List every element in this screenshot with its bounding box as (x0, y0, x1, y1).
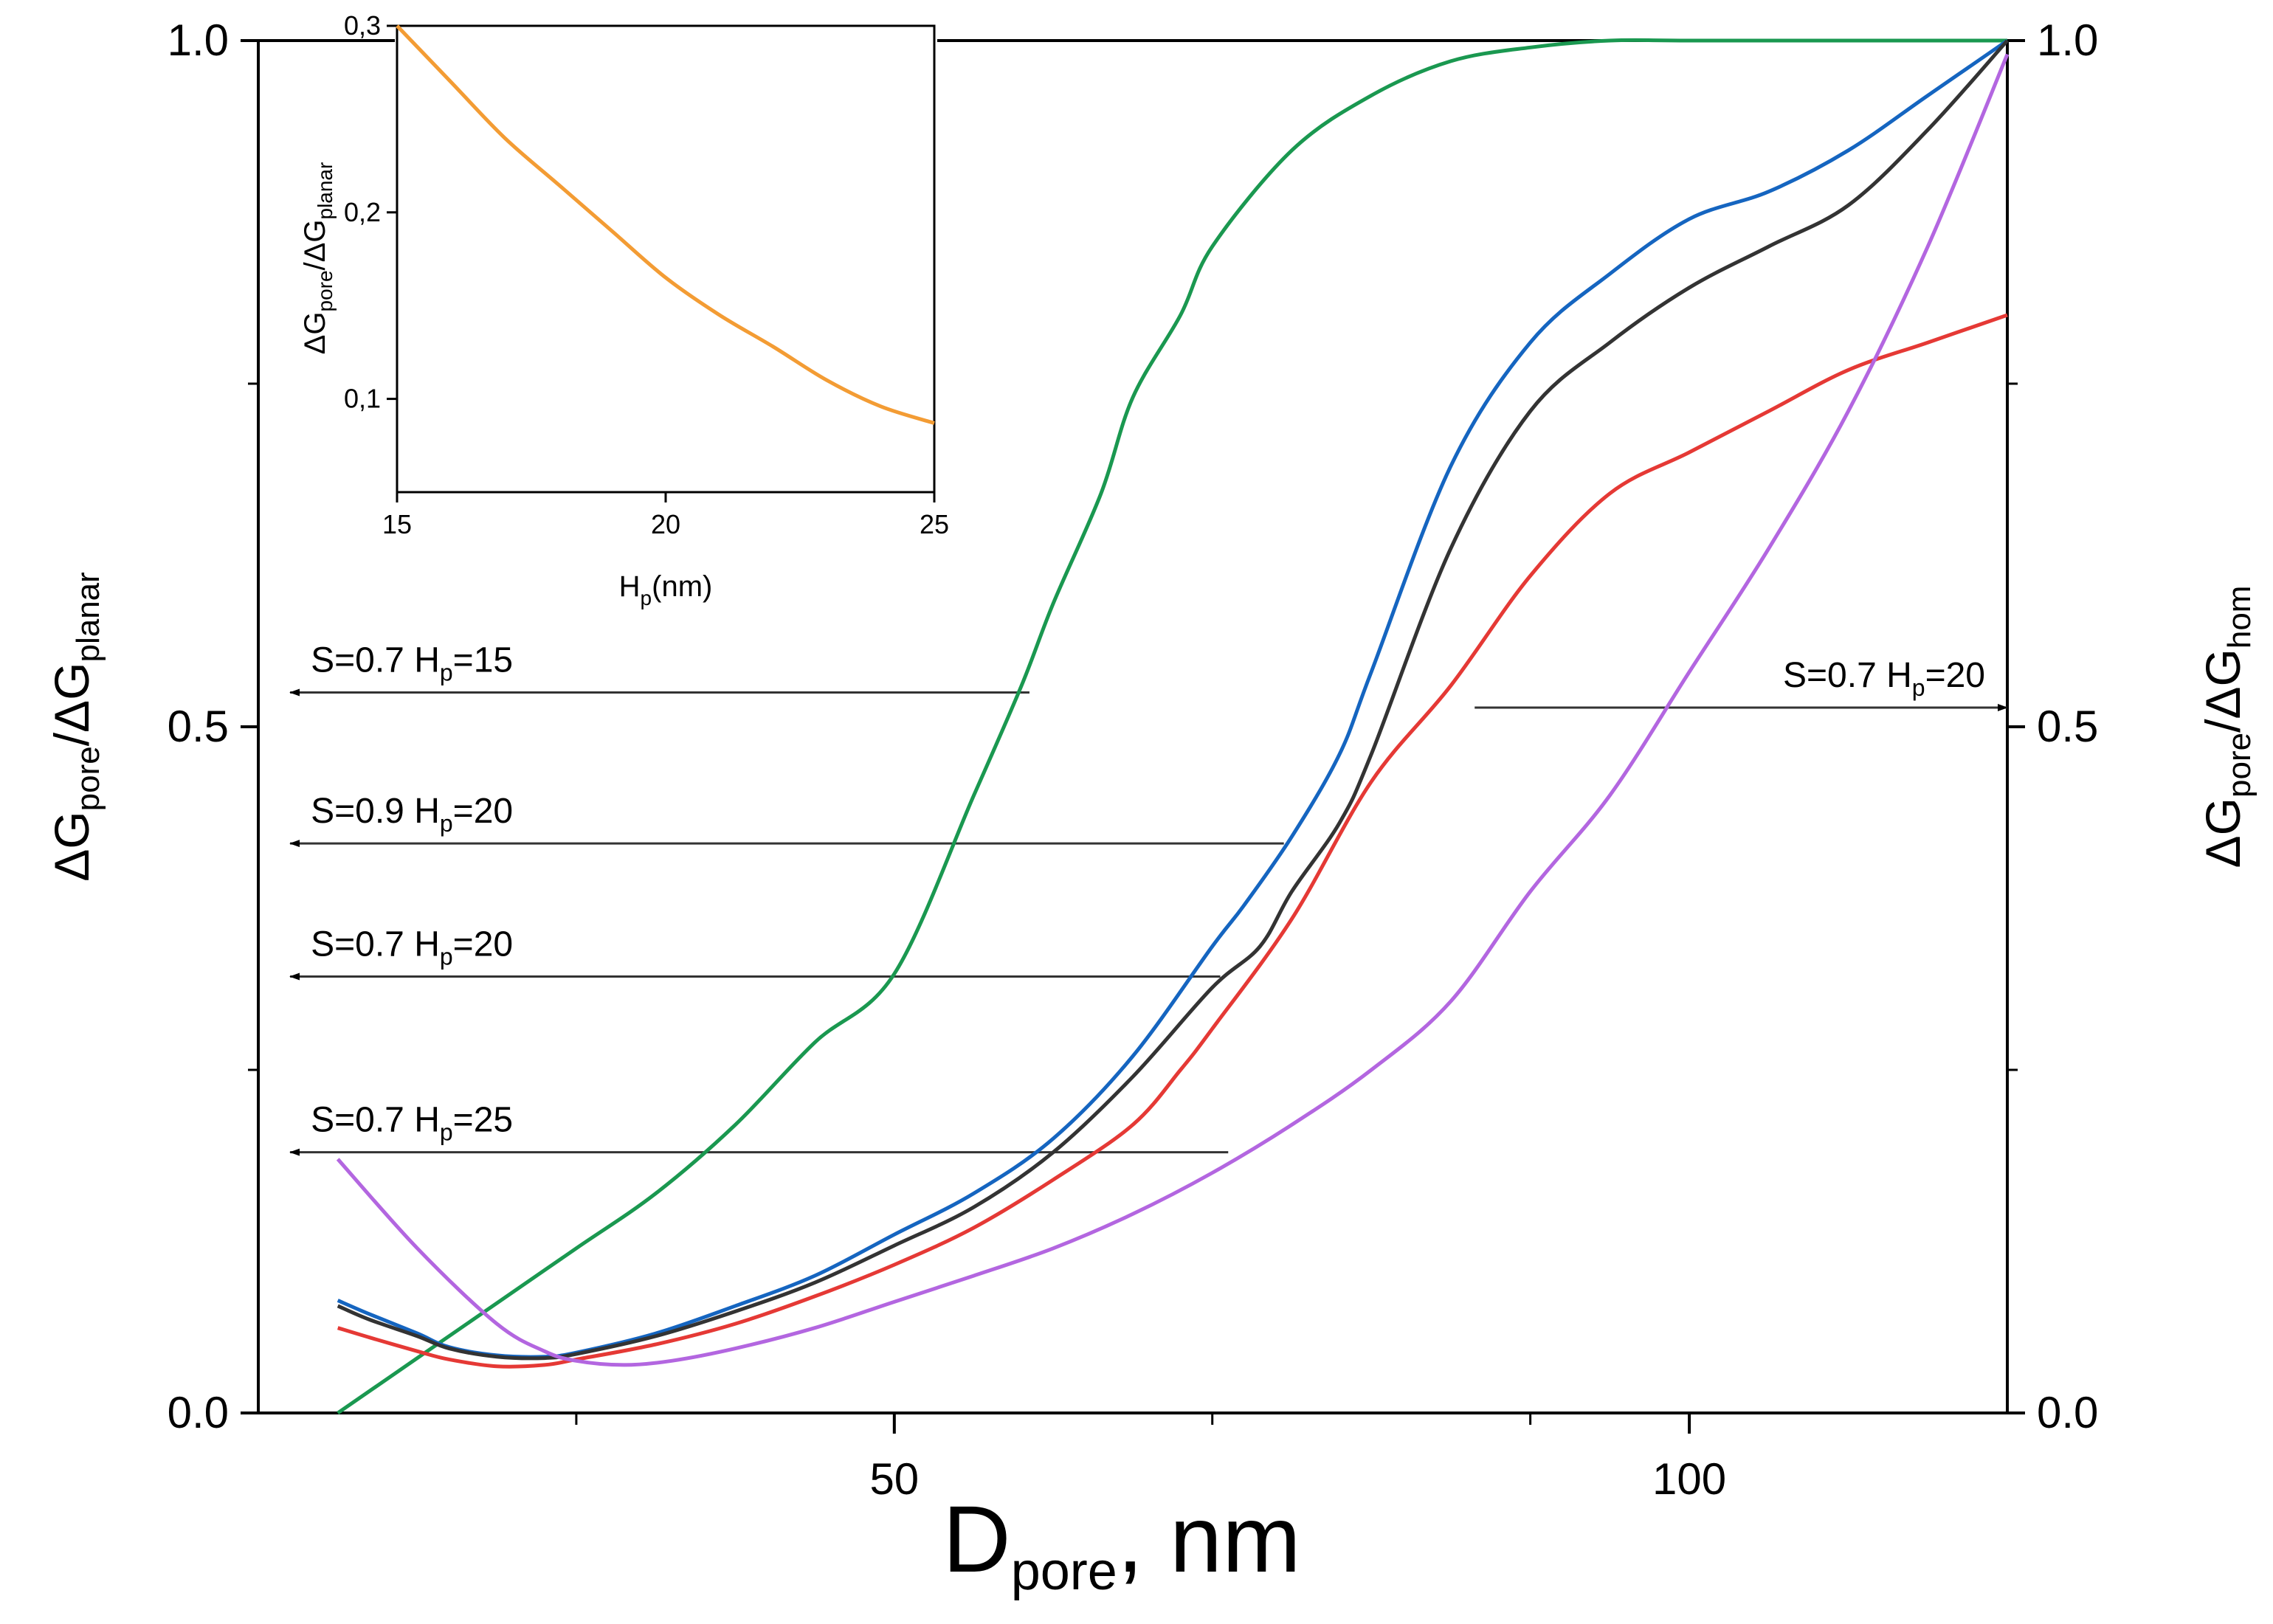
inset-y-tick-label: 0,1 (344, 384, 381, 414)
annotation-label-2: S=0.9 Hp=20 (311, 792, 513, 837)
y-left-title-sub1: pore (70, 746, 106, 811)
y-left-tick-label: 0.5 (168, 702, 229, 751)
y-left-tick-label: 0.0 (168, 1388, 229, 1437)
inset-tick-labels: 15 20 25 0,1 0,2 0,3 (344, 10, 949, 539)
y-right-tick-label: 0.5 (2037, 702, 2098, 751)
y-right-title-sub2: hom (2221, 586, 2258, 649)
y-right-title-sub1: pore (2221, 733, 2258, 798)
y-right-title-part1: ΔG (2196, 798, 2250, 868)
inset-x-tick-label: 15 (382, 509, 412, 539)
y-axis-right-title: ΔGpore/ΔGhom (2196, 586, 2258, 868)
main-series (336, 38, 2010, 1415)
inset-y-tick-label: 0,2 (344, 197, 381, 227)
main-tick-labels: 50 100 0.0 0.0 0.5 0.5 1.0 1.0 (168, 15, 2099, 1504)
x-tick-label: 100 (1652, 1454, 1726, 1504)
y-right-title-part2: /ΔG (2196, 649, 2250, 733)
series-line-purple (336, 53, 2010, 1367)
x-axis-title-rest: , nm (1117, 1487, 1301, 1592)
main-ticks (241, 39, 2025, 1434)
inset-x-title-sub: p (641, 587, 652, 609)
y-left-title-part1: ΔG (44, 811, 99, 881)
series-line-green (337, 38, 2007, 1415)
y-left-title-part2: /ΔG (44, 663, 99, 747)
inset-ticks (387, 24, 936, 502)
inset-series-line-orange (396, 24, 935, 425)
x-axis-title-main: D (942, 1487, 1010, 1592)
annotation-label-4: S=0.7 Hp=25 (311, 1101, 513, 1146)
inset-y-title-sub2: planar (314, 162, 337, 220)
inset-x-tick-label: 25 (920, 509, 949, 539)
inset-x-axis-title: Hp(nm) (619, 570, 713, 609)
y-right-tick-label: 0.0 (2037, 1388, 2098, 1437)
inset-y-title-part1: ΔG (299, 312, 331, 355)
y-left-title-sub2: planar (70, 572, 106, 662)
y-left-tick-label: 1.0 (168, 15, 229, 65)
x-tick-label: 50 (869, 1454, 919, 1504)
series-line-red (337, 313, 2008, 1369)
y-axis-left-title: ΔGpore/ΔGplanar (44, 572, 106, 882)
inset-y-title-sub1: pore (314, 270, 337, 311)
annotation-label-1: S=0.7 Hp=15 (311, 641, 513, 686)
y-right-tick-label: 1.0 (2037, 15, 2098, 65)
inset-x-tick-label: 20 (651, 509, 680, 539)
inset-y-axis-title: ΔGpore/ΔGplanar (299, 162, 337, 355)
annotation-label-5: S=0.7 Hp=20 (1783, 656, 1985, 701)
inset-y-title-part2: /ΔG (299, 220, 331, 271)
x-axis-title: Dpore, nm (942, 1487, 1300, 1601)
inset-background (395, 24, 937, 496)
inset-series (396, 24, 935, 425)
x-axis-title-sub: pore (1011, 1542, 1117, 1601)
annotation-label-3: S=0.7 Hp=20 (311, 925, 513, 970)
inset-x-title-rest: (nm) (652, 570, 712, 603)
inset-x-title-main: H (619, 570, 641, 603)
annotations: S=0.7 Hp=15 S=0.9 Hp=20 S=0.7 Hp=20 S=0.7 H… (289, 641, 2008, 1156)
inset-y-tick-label: 0,3 (344, 10, 381, 41)
